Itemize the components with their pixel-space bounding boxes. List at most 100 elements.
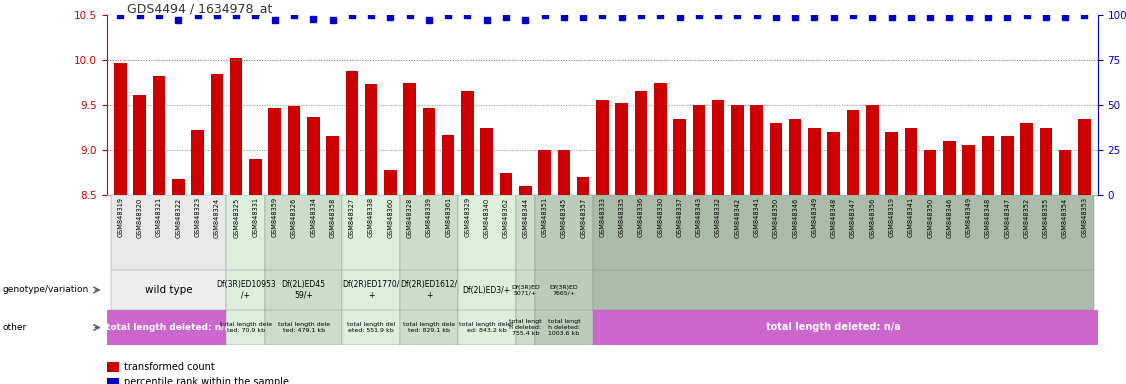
Bar [712,101,724,195]
Text: total length dele
ted: 70.9 kb: total length dele ted: 70.9 kb [220,322,271,333]
Text: GSM848345: GSM848345 [561,197,566,237]
Text: GSM848342: GSM848342 [734,197,741,237]
Text: wild type: wild type [145,285,193,295]
Bar [673,119,686,195]
Bar [114,63,127,195]
Bar [458,195,516,270]
Text: GSM848357: GSM848357 [580,197,587,237]
Text: genotype/variation: genotype/variation [2,285,89,295]
Bar [1078,119,1091,195]
Bar [904,127,917,195]
Bar [538,150,551,195]
Text: GSM848333: GSM848333 [599,197,606,237]
Bar [268,108,282,195]
Bar [654,83,667,195]
Text: transformed count: transformed count [124,362,215,372]
Text: GSM848348: GSM848348 [831,197,837,237]
Text: GSM848339: GSM848339 [426,197,432,237]
Bar [265,310,342,345]
Bar [1020,123,1033,195]
Bar [110,270,226,310]
Bar [731,105,743,195]
Bar [750,105,763,195]
Text: GSM848353: GSM848353 [1081,197,1088,237]
Text: GSM848347: GSM848347 [1004,197,1010,237]
Text: Df(3R)ED
5071/+: Df(3R)ED 5071/+ [511,285,539,295]
Bar [211,73,223,195]
Bar [365,84,377,195]
Text: total length dele
ted: 479.1 kb: total length dele ted: 479.1 kb [277,322,330,333]
Bar [1001,136,1013,195]
Bar [1039,127,1052,195]
Bar [249,159,261,195]
Text: GSM848358: GSM848358 [330,197,336,237]
Text: GSM848340: GSM848340 [484,197,490,237]
Text: GSM848356: GSM848356 [869,197,875,237]
Text: GSM848330: GSM848330 [658,197,663,237]
Bar [226,195,265,270]
Text: Df(3R)ED10953
/+: Df(3R)ED10953 /+ [216,280,276,300]
Text: Df(3R)ED
7665/+: Df(3R)ED 7665/+ [549,285,579,295]
Text: GSM848323: GSM848323 [195,197,200,237]
Text: Df(2R)ED1770/
+: Df(2R)ED1770/ + [342,280,400,300]
Bar [516,270,535,310]
Bar [692,105,705,195]
Bar [265,195,342,270]
Text: GSM848346: GSM848346 [793,197,798,237]
Bar [458,270,516,310]
Bar [982,136,994,195]
Text: GSM848352: GSM848352 [1024,197,1029,237]
Bar [596,101,609,195]
Text: GSM848332: GSM848332 [715,197,721,237]
Bar [327,136,339,195]
Bar [384,170,396,195]
Bar [557,150,570,195]
Bar [535,310,592,345]
Text: GSM848322: GSM848322 [176,197,181,237]
Text: GSM848350: GSM848350 [927,197,933,237]
Text: GSM848327: GSM848327 [349,197,355,237]
Bar [1058,150,1071,195]
Text: total length dele
ted: 829.1 kb: total length dele ted: 829.1 kb [403,322,455,333]
Text: GSM848326: GSM848326 [291,197,297,237]
Text: GSM848336: GSM848336 [638,197,644,237]
Bar [923,150,937,195]
Bar [400,270,458,310]
Text: GSM848324: GSM848324 [214,197,220,237]
Text: GSM848334: GSM848334 [311,197,316,237]
Bar [342,195,400,270]
Text: GSM848348: GSM848348 [985,197,991,237]
Text: GDS4494 / 1634978_at: GDS4494 / 1634978_at [127,2,272,15]
Bar [481,127,493,195]
Bar [635,91,647,195]
Text: GSM848351: GSM848351 [542,197,547,237]
Bar [153,76,166,195]
Text: total length deleted: n/a: total length deleted: n/a [106,323,231,332]
Text: GSM848338: GSM848338 [368,197,374,237]
Bar [422,108,435,195]
Bar [535,270,592,310]
Text: total length deleted: n/a: total length deleted: n/a [767,323,901,333]
Bar [288,106,301,195]
Text: GSM848337: GSM848337 [677,197,682,237]
Text: GSM848346: GSM848346 [947,197,953,237]
Bar [458,310,516,345]
Bar [342,310,400,345]
Bar [403,83,415,195]
Bar [134,95,146,195]
Bar [592,270,1094,310]
Bar [230,58,242,195]
Text: GSM848335: GSM848335 [618,197,625,237]
Text: GSM848354: GSM848354 [1062,197,1069,237]
Bar [789,119,802,195]
Text: Df(2R)ED1612/
+: Df(2R)ED1612/ + [401,280,457,300]
Text: GSM848344: GSM848344 [522,197,528,237]
Text: GSM848349: GSM848349 [966,197,972,237]
Bar [346,71,358,195]
Text: GSM848321: GSM848321 [157,197,162,237]
Text: Df(2L)ED45
59/+: Df(2L)ED45 59/+ [282,280,325,300]
Text: GSM848361: GSM848361 [445,197,452,237]
Text: GSM848331: GSM848331 [252,197,258,237]
Bar [770,123,783,195]
Text: GSM848341: GSM848341 [753,197,760,237]
